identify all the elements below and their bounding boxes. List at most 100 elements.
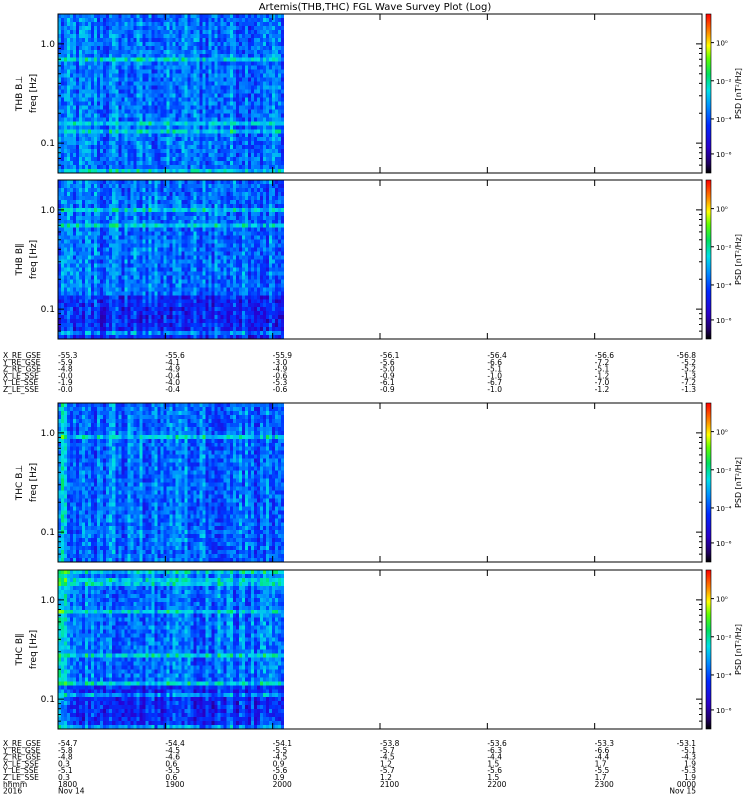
- ephem-value: -5.3: [273, 378, 288, 387]
- ephem-value: -53.3: [595, 739, 615, 748]
- colorbar-tick-label: 10⁻²: [716, 78, 732, 86]
- colorbar-tick-label: 10⁻⁶: [716, 707, 732, 715]
- colorbar: [705, 402, 712, 563]
- ephem-value: -5.5: [165, 766, 180, 775]
- ephem-row-label: Y_LE_SSE: [2, 766, 39, 775]
- ephem-value: -0.0: [58, 371, 73, 380]
- ephem-value: -0.6: [273, 385, 288, 394]
- ephem-value: -5.8: [58, 746, 73, 755]
- ephem-row-label: Y_LE_SSE: [2, 378, 39, 387]
- ephem-value: -4.6: [165, 753, 180, 762]
- ephem-value: -4.3: [681, 753, 696, 762]
- ephem-value: -6.7: [487, 378, 502, 387]
- ephem-value: -4.1: [165, 358, 180, 367]
- panel-4: 1.0 0.1 THC B∥ freq [Hz] 10⁰ 10⁻² 10⁻⁴ 10⁻⁶ PSD …: [15, 569, 743, 730]
- ephem-value: 1900: [165, 780, 184, 789]
- ephem-value: Nov 15: [669, 787, 696, 796]
- ephem-value: -1.3: [681, 385, 696, 394]
- ephem-value: 1.2: [380, 773, 392, 782]
- ephem-value: -3.0: [273, 358, 288, 367]
- ephemeris-b: X_RE_GSE -55.3 -55.6 -55.9 -56.1 -56.4 -56.6 -5…: [2, 351, 696, 394]
- ephem-value: -1.2: [595, 385, 610, 394]
- ephem-row-label: Y_RE_GSE: [2, 358, 41, 367]
- ephem-value: -6.1: [380, 378, 395, 387]
- colorbar-tick-label: 10⁻²: [716, 467, 732, 475]
- ephem-value: -7.2: [681, 378, 696, 387]
- ephem-value: -0.9: [380, 371, 395, 380]
- ephem-value: 1.5: [487, 759, 499, 768]
- ephem-value: 0000: [677, 780, 696, 789]
- spectrogram-2: [58, 180, 284, 339]
- ephem-value: -53.6: [487, 739, 507, 748]
- ephem-value: -1.3: [681, 371, 696, 380]
- ephem-value: -54.7: [58, 739, 78, 748]
- ephem-row-label: Z_LE_SSE: [3, 385, 39, 394]
- ephem-value: -1.9: [58, 378, 73, 387]
- ephem-value: -5.1: [487, 365, 502, 374]
- ephem-value: -4.9: [273, 365, 288, 374]
- y-tick-label: 1.0: [41, 596, 56, 606]
- ephem-value: -5.6: [487, 766, 502, 775]
- ephem-value: 0.3: [58, 773, 70, 782]
- y-axis-label: freq [Hz]: [29, 74, 39, 113]
- ephem-value: 2300: [595, 780, 614, 789]
- y-tick-label: 1.0: [41, 429, 56, 439]
- ephem-value: 1.5: [487, 773, 499, 782]
- colorbar-tick-label: 10⁻⁶: [716, 540, 732, 548]
- spectrogram-1: [58, 14, 284, 173]
- panel-3: 1.0 0.1 THC B⊥ freq [Hz] 10⁰ 10⁻² 10⁻⁴ 10⁻⁶ PSD …: [15, 402, 743, 563]
- colorbar-tick-label: 10⁻⁴: [716, 505, 732, 513]
- ephem-value: -4.8: [58, 753, 73, 762]
- ephem-value: 0.6: [165, 773, 177, 782]
- ephem-row-label: X_RE_GSE: [3, 351, 41, 360]
- ephem-row-label: Z_RE_GSE: [3, 753, 41, 762]
- ephem-value: -4.9: [165, 365, 180, 374]
- ephem-value: -55.9: [273, 351, 293, 360]
- ephem-value: -56.8: [677, 351, 697, 360]
- ephem-row-label: X_LE_SSE: [3, 371, 39, 380]
- colorbar-tick-label: 10⁻⁴: [716, 116, 732, 124]
- y-tick-label: 0.1: [41, 528, 55, 538]
- ephem-value: -56.4: [487, 351, 507, 360]
- y-axis-label: freq [Hz]: [29, 463, 39, 502]
- panel-1: 1.0 0.1 THB B⊥ freq [Hz] 10⁰ 10⁻² 10⁻⁴ 10⁻⁶ PSD …: [15, 13, 743, 174]
- panel-2: 1.0 0.1 THB B∥ freq [Hz] 10⁰ 10⁻² 10⁻⁴ 10⁻⁶ PSD …: [15, 179, 743, 340]
- ephem-value: -53.8: [380, 739, 400, 748]
- colorbar-label: PSD [nT²/Hz]: [734, 68, 743, 119]
- ephem-value: -0.9: [380, 385, 395, 394]
- ephem-value: -5.6: [380, 358, 395, 367]
- colorbar-label: PSD [nT²/Hz]: [734, 457, 743, 508]
- panels: 1.0 0.1 THB B⊥ freq [Hz] 10⁰ 10⁻² 10⁻⁴ 10⁻⁶ PSD …: [15, 13, 743, 730]
- ephem-row-label: Z_LE_SSE: [3, 773, 39, 782]
- colorbar-tick-label: 10⁻²: [716, 634, 732, 642]
- ephem-value: -0.4: [165, 371, 180, 380]
- ephem-value: 0.9: [273, 773, 285, 782]
- spectrogram-3: [58, 403, 284, 562]
- panel-label: THB B∥: [15, 244, 25, 277]
- ephem-value: -6.6: [487, 358, 502, 367]
- ephem-value: -5.2: [681, 358, 696, 367]
- panel-label: THB B⊥: [15, 76, 25, 112]
- colorbar-tick-label: 10⁰: [716, 429, 728, 437]
- ephem-value: -1.0: [487, 371, 502, 380]
- ephem-value: -6.6: [595, 746, 610, 755]
- ephem-value: -4.8: [58, 365, 73, 374]
- ephem-value: -5.0: [380, 365, 395, 374]
- ephem-row-label: 2016: [3, 787, 22, 796]
- ephem-row-label: hhmm: [3, 780, 27, 789]
- colorbar-tick-label: 10⁰: [716, 206, 728, 214]
- y-axis-label: freq [Hz]: [29, 240, 39, 279]
- panel-label: THC B∥: [15, 633, 25, 666]
- colorbar-tick-label: 10⁻⁶: [716, 317, 732, 325]
- y-tick-label: 0.1: [41, 305, 55, 315]
- ephem-value: 2100: [380, 780, 399, 789]
- ephem-value: -0.4: [165, 385, 180, 394]
- ephem-value: -0.6: [273, 371, 288, 380]
- ephem-value: 2000: [273, 780, 292, 789]
- ephem-value: -5.1: [58, 766, 73, 775]
- panel-label: THC B⊥: [15, 465, 25, 502]
- ephem-row-label: Z_RE_GSE: [3, 365, 41, 374]
- ephem-value: -5.9: [58, 358, 73, 367]
- ephem-value: -5.1: [681, 746, 696, 755]
- colorbar-label: PSD [nT²/Hz]: [734, 234, 743, 285]
